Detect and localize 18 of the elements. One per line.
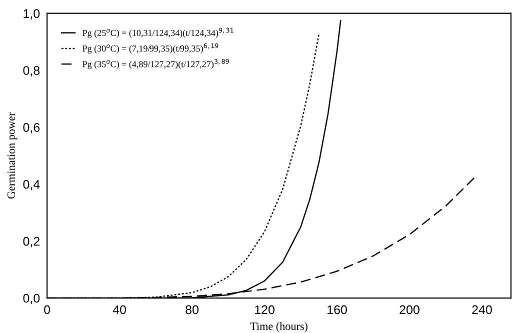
x-tick-label: 200 xyxy=(400,305,420,314)
x-tick-label: 40 xyxy=(112,305,126,314)
x-axis-title: Time (hours) xyxy=(250,322,308,332)
x-tick-label: 160 xyxy=(328,305,347,314)
legend-label: Pg (35$^{o}$C) = (4,89/127,27)(t/127,27)$^{3,89}$ xyxy=(82,59,229,70)
x-tick-label: 240 xyxy=(472,305,492,314)
y-tick-label: 1,0 xyxy=(24,9,40,20)
y-tick-label: 0,8 xyxy=(23,66,40,76)
x-tick-label: 0 xyxy=(44,305,50,314)
y-tick-label: 0,4 xyxy=(23,180,40,190)
y-tick-label: 0,6 xyxy=(23,123,40,134)
legend-label: Pg (30$^{o}$C) = (7,19/99,35)(t/99,35)$^{6,19}$ xyxy=(82,43,218,54)
y-tick-label: 0,2 xyxy=(23,236,40,248)
x-tick-label: 80 xyxy=(186,305,199,314)
x-tick-label: 120 xyxy=(255,305,274,314)
y-tick-label: 0,0 xyxy=(23,294,40,304)
y-axis-title: Germination power xyxy=(7,112,18,199)
legend-label: Pg (25$^{o}$C) = (10,31/124,34)(t/124,34)$^{9,31}$ xyxy=(82,28,234,38)
